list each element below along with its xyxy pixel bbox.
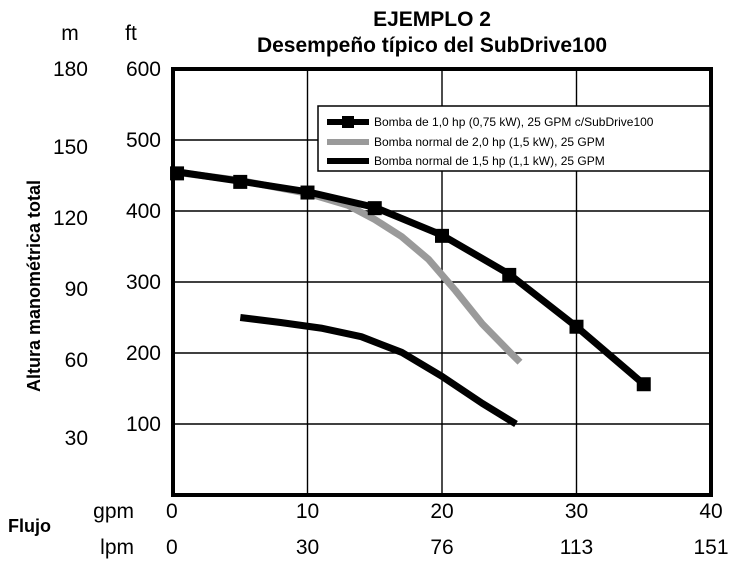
y-tick-label-m: 90 bbox=[65, 278, 88, 301]
legend-items: Bomba de 1,0 hp (0,75 kW), 25 GPM c/SubD… bbox=[327, 115, 654, 168]
y-tick-label-m: 180 bbox=[53, 58, 88, 81]
x-unit-gpm: gpm bbox=[93, 500, 134, 523]
y-tick-label-ft: 300 bbox=[126, 271, 161, 294]
series-1-marker bbox=[233, 174, 248, 189]
chart-subtitle: Desempeño típico del SubDrive100 bbox=[257, 34, 607, 57]
y-tick-label-ft: 400 bbox=[126, 200, 161, 223]
y-axis-label: Altura manométrica total bbox=[24, 180, 44, 392]
series-1-marker bbox=[435, 228, 449, 243]
y-tick-label-ft: 100 bbox=[126, 413, 161, 436]
y-tick-label-ft: 500 bbox=[126, 129, 161, 152]
x-tick-label-lpm: 151 bbox=[693, 536, 728, 559]
x-tick-label-lpm: 30 bbox=[296, 536, 319, 559]
series-line-3 bbox=[239, 314, 518, 427]
legend-box bbox=[317, 105, 711, 172]
legend-marker-1 bbox=[342, 116, 354, 128]
y-unit-ft: ft bbox=[125, 22, 137, 45]
x-tick-label-lpm: 113 bbox=[560, 536, 593, 559]
chart-title: EJEMPLO 2 bbox=[373, 8, 491, 31]
series-1-marker bbox=[636, 377, 651, 392]
y-tick-label-m: 120 bbox=[53, 207, 88, 230]
plot-area-frame bbox=[171, 67, 713, 497]
series-1-marker bbox=[300, 185, 315, 200]
y-tick-label-ft: 200 bbox=[126, 342, 161, 365]
x-tick-label-gpm: 0 bbox=[166, 500, 178, 523]
y-tick-label-m: 60 bbox=[65, 349, 88, 372]
x-tick-label-gpm: 30 bbox=[565, 500, 588, 523]
legend-label-2: Bomba normal de 2,0 hp (1,5 kW), 25 GPM bbox=[374, 135, 605, 149]
series-1-marker bbox=[569, 319, 584, 334]
x-tick-label-lpm: 0 bbox=[166, 536, 178, 559]
series-1-marker bbox=[502, 267, 517, 282]
legend: Bomba de 1,0 hp (0,75 kW), 25 GPM c/SubD… bbox=[317, 105, 711, 172]
legend-label-1: Bomba de 1,0 hp (0,75 kW), 25 GPM c/SubD… bbox=[374, 115, 654, 129]
x-unit-lpm: lpm bbox=[100, 536, 134, 559]
x-tick-label-gpm: 40 bbox=[699, 500, 722, 523]
series-line-1 bbox=[176, 168, 647, 387]
tick-labels: 100 30 200 60 300 90 400 120 500 150 600 180 0 0 10 30 2… bbox=[53, 58, 729, 559]
y-tick-label-m: 150 bbox=[53, 136, 88, 159]
legend-label-3: Bomba normal de 1,5 hp (1,1 kW), 25 GPM bbox=[374, 154, 605, 168]
series-1-marker bbox=[367, 201, 382, 216]
x-axis-label: Flujo bbox=[8, 516, 51, 536]
y-unit-m: m bbox=[61, 22, 79, 45]
x-tick-label-gpm: 20 bbox=[430, 500, 453, 523]
series-layer bbox=[170, 166, 651, 427]
y-tick-label-m: 30 bbox=[65, 427, 88, 450]
x-tick-label-lpm: 76 bbox=[430, 536, 453, 559]
y-tick-label-ft: 600 bbox=[126, 58, 161, 81]
x-tick-label-gpm: 10 bbox=[296, 500, 319, 523]
